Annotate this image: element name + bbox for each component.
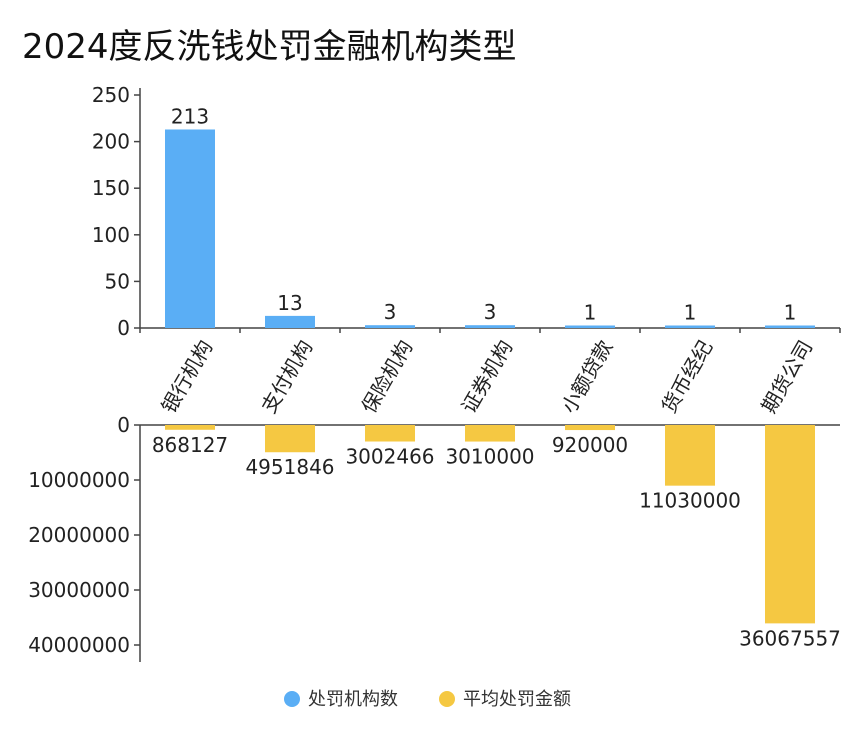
top-y-tick-label: 200 [92,130,130,154]
bottom-y-tick-label: 0 [117,413,130,437]
category-label: 支付机构 [257,336,318,417]
data-label-count: 3 [384,300,397,324]
category-label: 货币经纪 [657,336,718,417]
data-label-count: 1 [584,301,597,325]
data-label-count: 1 [684,301,697,325]
legend: 处罚机构数 平均处罚金额 [284,689,571,710]
legend-marker-series-1 [284,691,300,707]
data-label-amount: 3010000 [445,445,534,469]
data-label-amount: 3002466 [345,445,434,469]
data-label-amount: 36067557 [739,626,841,650]
bar-amount [365,425,415,442]
bar-amount [465,425,515,442]
bar-count [165,129,215,328]
top-y-tick-label: 50 [105,269,130,293]
bar-count [565,325,615,328]
data-label-amount: 4951846 [245,455,334,479]
category-label: 证券机构 [457,336,518,417]
bar-amount [165,425,215,430]
data-label-count: 3 [484,300,497,324]
bottom-y-tick-label: 30000000 [28,578,130,602]
bottom-panel: 0 10000000 20000000 30000000 40000000 868127… [28,413,841,662]
legend-marker-series-2 [439,691,455,707]
chart-title: 2024度反洗钱处罚金融机构类型 [22,27,517,67]
category-label: 小额贷款 [557,336,618,417]
bar-count [465,325,515,328]
category-labels: 银行机构 支付机构 保险机构 证券机构 小额贷款 货币经纪 期货公司 [157,336,818,417]
data-label-count: 1 [784,301,797,325]
category-label: 银行机构 [157,336,218,417]
legend-label-series-2: 平均处罚金额 [463,689,571,710]
top-y-tick-label: 0 [117,316,130,340]
bottom-y-tick-label: 20000000 [28,523,130,547]
bar-count [365,325,415,328]
bottom-y-tick-label: 10000000 [28,468,130,492]
bottom-y-tick-label: 40000000 [28,633,130,657]
bar-amount [765,425,815,624]
top-y-tick-label: 250 [92,83,130,107]
top-panel: 0 50 100 150 200 250 213 13 3 3 1 1 1 [92,83,841,340]
top-y-tick-label: 150 [92,176,130,200]
data-label-count: 13 [277,291,302,315]
category-label: 保险机构 [357,336,418,417]
bar-amount [565,425,615,431]
data-label-amount: 11030000 [639,489,741,513]
bar-amount [265,425,315,453]
data-label-amount: 868127 [152,433,228,457]
data-label-count: 213 [171,104,209,128]
top-y-tick-label: 100 [92,223,130,247]
bar-count [765,325,815,328]
bar-count [665,325,715,328]
bar-amount [665,425,715,486]
category-label: 期货公司 [757,336,818,417]
data-label-amount: 920000 [552,433,628,457]
legend-label-series-1: 处罚机构数 [308,689,398,710]
bar-count [265,315,315,328]
